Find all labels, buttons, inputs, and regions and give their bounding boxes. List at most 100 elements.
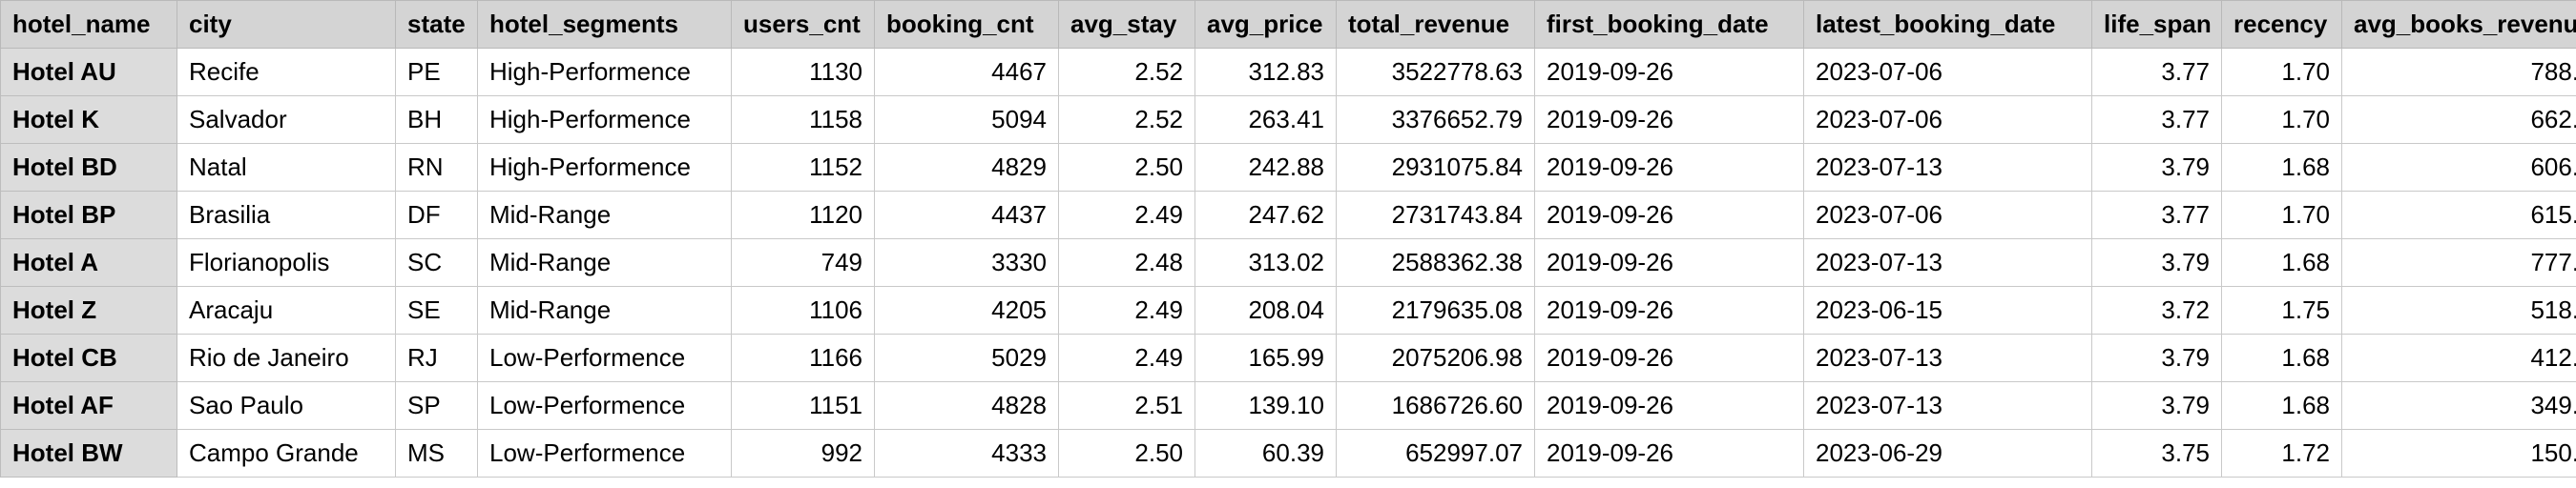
cell-booking-cnt[interactable]: 4829 xyxy=(874,143,1059,192)
cell-life-span[interactable]: 3.79 xyxy=(2091,143,2222,192)
cell-booking-cnt[interactable]: 4205 xyxy=(874,286,1059,335)
cell-hotel-name[interactable]: Hotel AF xyxy=(0,381,177,430)
cell-hotel-name[interactable]: Hotel Z xyxy=(0,286,177,335)
cell-recency[interactable]: 1.68 xyxy=(2221,143,2342,192)
cell-users-cnt[interactable]: 749 xyxy=(731,238,875,287)
cell-city[interactable]: Sao Paulo xyxy=(177,381,396,430)
cell-avg-books-revenue[interactable]: 615.67 xyxy=(2341,191,2576,239)
cell-hotel-segments[interactable]: Low-Performence xyxy=(477,334,732,382)
column-header[interactable]: booking_cnt xyxy=(874,0,1059,49)
cell-state[interactable]: RJ xyxy=(395,334,478,382)
cell-avg-stay[interactable]: 2.50 xyxy=(1058,143,1195,192)
cell-life-span[interactable]: 3.75 xyxy=(2091,429,2222,478)
cell-recency[interactable]: 1.68 xyxy=(2221,334,2342,382)
cell-life-span[interactable]: 3.77 xyxy=(2091,191,2222,239)
cell-hotel-segments[interactable]: High-Performence xyxy=(477,95,732,144)
cell-hotel-name[interactable]: Hotel BP xyxy=(0,191,177,239)
cell-first-booking-date[interactable]: 2019-09-26 xyxy=(1534,238,1804,287)
cell-life-span[interactable]: 3.79 xyxy=(2091,381,2222,430)
cell-state[interactable]: SP xyxy=(395,381,478,430)
cell-avg-price[interactable]: 263.41 xyxy=(1195,95,1337,144)
cell-hotel-name[interactable]: Hotel AU xyxy=(0,48,177,96)
cell-city[interactable]: Aracaju xyxy=(177,286,396,335)
cell-state[interactable]: SE xyxy=(395,286,478,335)
cell-users-cnt[interactable]: 1151 xyxy=(731,381,875,430)
cell-city[interactable]: Salvador xyxy=(177,95,396,144)
cell-users-cnt[interactable]: 1152 xyxy=(731,143,875,192)
column-header[interactable]: first_booking_date xyxy=(1534,0,1804,49)
cell-booking-cnt[interactable]: 4828 xyxy=(874,381,1059,430)
cell-total-revenue[interactable]: 2075206.98 xyxy=(1336,334,1535,382)
cell-state[interactable]: RN xyxy=(395,143,478,192)
cell-users-cnt[interactable]: 1166 xyxy=(731,334,875,382)
cell-avg-price[interactable]: 208.04 xyxy=(1195,286,1337,335)
cell-avg-books-revenue[interactable]: 349.36 xyxy=(2341,381,2576,430)
cell-recency[interactable]: 1.72 xyxy=(2221,429,2342,478)
cell-total-revenue[interactable]: 652997.07 xyxy=(1336,429,1535,478)
cell-avg-price[interactable]: 139.10 xyxy=(1195,381,1337,430)
cell-recency[interactable]: 1.70 xyxy=(2221,95,2342,144)
cell-hotel-segments[interactable]: Mid-Range xyxy=(477,238,732,287)
cell-hotel-segments[interactable]: Mid-Range xyxy=(477,191,732,239)
cell-avg-price[interactable]: 312.83 xyxy=(1195,48,1337,96)
cell-hotel-name[interactable]: Hotel BD xyxy=(0,143,177,192)
cell-avg-stay[interactable]: 2.49 xyxy=(1058,334,1195,382)
column-header[interactable]: avg_stay xyxy=(1058,0,1195,49)
cell-hotel-name[interactable]: Hotel A xyxy=(0,238,177,287)
cell-life-span[interactable]: 3.79 xyxy=(2091,334,2222,382)
column-header[interactable]: avg_price xyxy=(1195,0,1337,49)
cell-hotel-segments[interactable]: Low-Performence xyxy=(477,429,732,478)
cell-city[interactable]: Campo Grande xyxy=(177,429,396,478)
cell-state[interactable]: SC xyxy=(395,238,478,287)
cell-avg-books-revenue[interactable]: 777.29 xyxy=(2341,238,2576,287)
cell-state[interactable]: MS xyxy=(395,429,478,478)
cell-total-revenue[interactable]: 2588362.38 xyxy=(1336,238,1535,287)
cell-avg-price[interactable]: 242.88 xyxy=(1195,143,1337,192)
column-header[interactable]: hotel_name xyxy=(0,0,177,49)
cell-avg-books-revenue[interactable]: 150.70 xyxy=(2341,429,2576,478)
cell-users-cnt[interactable]: 1158 xyxy=(731,95,875,144)
cell-first-booking-date[interactable]: 2019-09-26 xyxy=(1534,191,1804,239)
cell-latest-booking-date[interactable]: 2023-07-13 xyxy=(1803,143,2092,192)
cell-latest-booking-date[interactable]: 2023-07-06 xyxy=(1803,95,2092,144)
cell-users-cnt[interactable]: 992 xyxy=(731,429,875,478)
cell-latest-booking-date[interactable]: 2023-07-13 xyxy=(1803,238,2092,287)
cell-first-booking-date[interactable]: 2019-09-26 xyxy=(1534,429,1804,478)
cell-city[interactable]: Brasilia xyxy=(177,191,396,239)
column-header[interactable]: city xyxy=(177,0,396,49)
cell-users-cnt[interactable]: 1120 xyxy=(731,191,875,239)
cell-avg-price[interactable]: 247.62 xyxy=(1195,191,1337,239)
cell-avg-price[interactable]: 165.99 xyxy=(1195,334,1337,382)
cell-booking-cnt[interactable]: 5029 xyxy=(874,334,1059,382)
cell-avg-stay[interactable]: 2.49 xyxy=(1058,286,1195,335)
cell-avg-price[interactable]: 60.39 xyxy=(1195,429,1337,478)
cell-total-revenue[interactable]: 1686726.60 xyxy=(1336,381,1535,430)
cell-avg-stay[interactable]: 2.52 xyxy=(1058,95,1195,144)
cell-first-booking-date[interactable]: 2019-09-26 xyxy=(1534,286,1804,335)
column-header[interactable]: state xyxy=(395,0,478,49)
cell-booking-cnt[interactable]: 5094 xyxy=(874,95,1059,144)
cell-hotel-name[interactable]: Hotel K xyxy=(0,95,177,144)
cell-recency[interactable]: 1.70 xyxy=(2221,191,2342,239)
cell-hotel-segments[interactable]: High-Performence xyxy=(477,143,732,192)
cell-recency[interactable]: 1.70 xyxy=(2221,48,2342,96)
cell-life-span[interactable]: 3.79 xyxy=(2091,238,2222,287)
cell-total-revenue[interactable]: 2179635.08 xyxy=(1336,286,1535,335)
cell-latest-booking-date[interactable]: 2023-07-06 xyxy=(1803,191,2092,239)
cell-first-booking-date[interactable]: 2019-09-26 xyxy=(1534,95,1804,144)
cell-city[interactable]: Natal xyxy=(177,143,396,192)
cell-total-revenue[interactable]: 2931075.84 xyxy=(1336,143,1535,192)
cell-latest-booking-date[interactable]: 2023-07-13 xyxy=(1803,381,2092,430)
cell-avg-books-revenue[interactable]: 518.34 xyxy=(2341,286,2576,335)
cell-total-revenue[interactable]: 2731743.84 xyxy=(1336,191,1535,239)
cell-first-booking-date[interactable]: 2019-09-26 xyxy=(1534,143,1804,192)
column-header[interactable]: hotel_segments xyxy=(477,0,732,49)
cell-latest-booking-date[interactable]: 2023-06-15 xyxy=(1803,286,2092,335)
column-header[interactable]: avg_books_revenue xyxy=(2341,0,2576,49)
cell-booking-cnt[interactable]: 4467 xyxy=(874,48,1059,96)
cell-recency[interactable]: 1.68 xyxy=(2221,381,2342,430)
cell-life-span[interactable]: 3.77 xyxy=(2091,48,2222,96)
cell-booking-cnt[interactable]: 4437 xyxy=(874,191,1059,239)
cell-recency[interactable]: 1.68 xyxy=(2221,238,2342,287)
cell-city[interactable]: Recife xyxy=(177,48,396,96)
